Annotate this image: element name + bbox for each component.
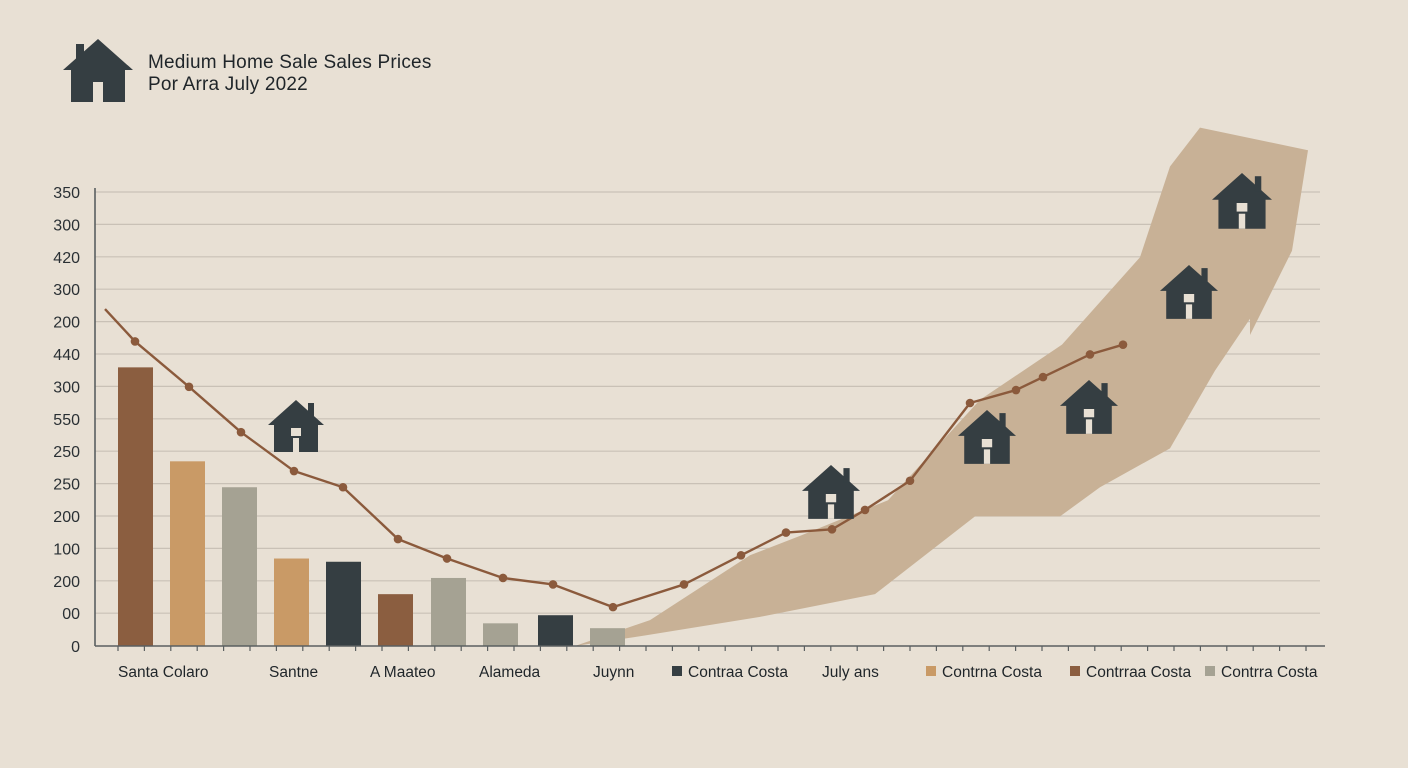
line-point	[1011, 385, 1021, 395]
bar	[538, 615, 573, 646]
x-tick-labels: Santa Colaro Santne A Maateo Alameda Juynn Co…	[118, 664, 1318, 681]
y-tick-label: 420	[53, 250, 80, 267]
chart-header: Medium Home Sale Sales Prices Por Arra J…	[62, 38, 432, 104]
bar	[274, 558, 309, 646]
line-point	[1118, 340, 1128, 349]
x-tick-label: Santa Colaro	[118, 664, 208, 681]
chart-title: Medium Home Sale Sales Prices Por Arra J…	[148, 52, 432, 96]
y-tick-label: 250	[53, 444, 80, 461]
line-point	[184, 382, 194, 392]
line-point	[289, 466, 299, 476]
line-point	[781, 528, 791, 537]
y-tick-label: 250	[53, 477, 80, 494]
line-point	[498, 573, 508, 583]
legend-swatch	[1070, 666, 1080, 676]
line-point	[736, 550, 746, 560]
y-tick-label: 00	[62, 606, 80, 623]
trend-line	[104, 308, 1124, 609]
x-tick-label: Contraa Costa	[688, 664, 788, 681]
line-point	[393, 534, 403, 544]
title-line-1: Medium Home Sale Sales Prices	[148, 52, 432, 73]
line-point	[338, 482, 348, 492]
house-icons	[268, 173, 1272, 519]
house-icon	[1160, 265, 1218, 319]
house-icon	[1212, 173, 1272, 229]
x-tick-label: Santne	[269, 664, 318, 681]
line-point	[548, 580, 558, 589]
line-point	[236, 427, 246, 437]
x-tick-label: Contrra Costa	[1221, 664, 1318, 681]
y-tick-label: 200	[53, 509, 80, 526]
y-tick-label: 550	[53, 412, 80, 429]
y-tick-label: 440	[53, 347, 80, 364]
y-tick-labels: 350 300 420 300 200 440 300 550 250 250 200 100 200 0…	[53, 185, 80, 656]
line-point	[442, 554, 452, 563]
house-icon	[1060, 380, 1118, 434]
y-tick-label: 300	[53, 379, 80, 396]
legend-swatch	[926, 666, 936, 676]
line-point	[679, 580, 689, 589]
bar	[590, 628, 625, 646]
y-tick-label: 300	[53, 217, 80, 234]
line-point	[1085, 350, 1095, 359]
bar	[483, 623, 518, 646]
y-tick-label: 350	[53, 185, 80, 202]
bar	[326, 561, 361, 646]
y-tick-label: 100	[53, 541, 80, 558]
line-point	[860, 505, 870, 515]
bar	[378, 594, 413, 646]
axes	[94, 188, 1325, 651]
band-area	[575, 127, 1308, 647]
x-tick-label: Contrraa Costa	[1086, 664, 1191, 681]
house-icon	[63, 39, 133, 102]
trend-line-series	[104, 308, 1128, 612]
x-tick-label: Alameda	[479, 664, 541, 681]
title-line-2: Por Arra July 2022	[148, 74, 308, 95]
y-tick-label: 0	[71, 639, 80, 656]
line-point	[608, 602, 618, 612]
y-tick-label: 300	[53, 282, 80, 299]
house-icon	[958, 410, 1016, 464]
house-icon	[802, 465, 860, 519]
y-tick-label: 200	[53, 315, 80, 332]
legend-swatch	[1205, 666, 1215, 676]
bar	[431, 577, 466, 646]
bar-series	[118, 367, 625, 646]
line-point	[827, 525, 837, 534]
x-tick-label: Juynn	[593, 664, 634, 681]
x-tick-label: A Maateo	[370, 664, 436, 681]
x-tick-label: Contrna Costa	[942, 664, 1042, 681]
line-point	[1038, 372, 1048, 382]
house-icon	[268, 400, 324, 452]
bar	[222, 487, 257, 646]
bar	[170, 461, 205, 646]
bar	[118, 367, 153, 646]
line-point	[965, 398, 975, 408]
x-tick-label: July ans	[822, 664, 879, 681]
line-point	[130, 337, 140, 346]
line-point	[905, 476, 915, 486]
price-band	[575, 127, 1308, 647]
legend-swatch	[672, 666, 682, 676]
y-tick-label: 200	[53, 574, 80, 591]
